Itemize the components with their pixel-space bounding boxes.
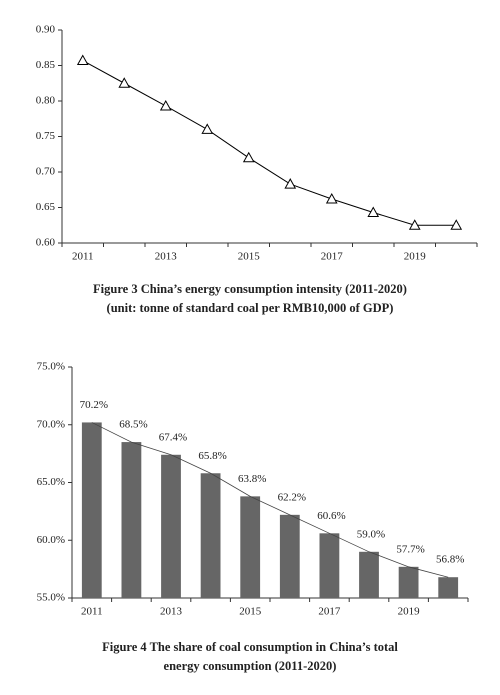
bar: [359, 551, 379, 598]
marker: [367, 206, 380, 217]
x-tick-label: 2013: [160, 606, 183, 618]
x-tick-label: 2013: [155, 251, 178, 263]
y-tick-label: 70.0%: [37, 418, 65, 430]
bar: [438, 577, 459, 598]
chart-title: (unit: tonne of standard coal per RMB10,…: [107, 301, 394, 315]
y-tick-label: 0.85: [36, 59, 56, 71]
value-label: 57.7%: [396, 543, 424, 555]
x-tick-label: 2019: [404, 251, 427, 263]
marker: [284, 178, 297, 189]
marker: [76, 54, 89, 66]
x-tick-label: 2015: [239, 606, 262, 618]
y-tick-label: 0.60: [36, 237, 56, 249]
value-label: 63.8%: [238, 473, 266, 485]
chart-title: energy consumption (2011-2020): [164, 659, 337, 673]
x-tick-label: 2011: [81, 606, 103, 618]
x-tick-label: 2015: [238, 251, 261, 263]
y-tick-label: 0.75: [36, 130, 56, 142]
y-tick-label: 0.80: [36, 95, 56, 107]
marker: [450, 219, 463, 230]
x-tick-label: 2019: [398, 606, 421, 618]
marker: [159, 99, 172, 111]
bar: [279, 514, 300, 598]
y-tick-label: 0.65: [36, 201, 56, 213]
y-tick-label: 0.70: [36, 166, 56, 178]
value-label: 60.6%: [317, 510, 345, 522]
y-tick-label: 0.90: [36, 24, 56, 36]
value-label: 70.2%: [80, 399, 108, 411]
marker: [118, 77, 131, 88]
bar: [319, 533, 340, 598]
bar: [398, 566, 419, 598]
x-tick-label: 2017: [318, 606, 341, 618]
bar: [121, 442, 142, 598]
y-tick-label: 55.0%: [37, 592, 65, 604]
y-tick-label: 65.0%: [37, 476, 65, 488]
x-tick-label: 2017: [321, 251, 344, 263]
bar: [200, 473, 221, 598]
value-label: 65.8%: [198, 450, 226, 462]
bar: [81, 422, 102, 598]
marker: [201, 123, 214, 134]
chart-title: Figure 4 The share of coal consumption i…: [102, 640, 398, 654]
bar: [240, 496, 261, 598]
value-label: 67.4%: [159, 431, 187, 443]
y-tick-label: 60.0%: [37, 534, 65, 546]
marker: [408, 219, 421, 230]
line: [82, 60, 457, 226]
value-label: 56.8%: [436, 554, 464, 566]
chart-title: Figure 3 China’s energy consumption inte…: [93, 282, 407, 296]
x-tick-label: 2011: [72, 251, 94, 263]
marker: [325, 192, 338, 204]
y-tick-label: 75.0%: [37, 361, 65, 373]
bar: [161, 454, 181, 598]
value-label: 68.5%: [119, 419, 147, 431]
trend-line: [91, 422, 449, 578]
marker: [242, 151, 255, 163]
value-label: 62.2%: [278, 491, 306, 503]
value-label: 59.0%: [357, 528, 385, 540]
